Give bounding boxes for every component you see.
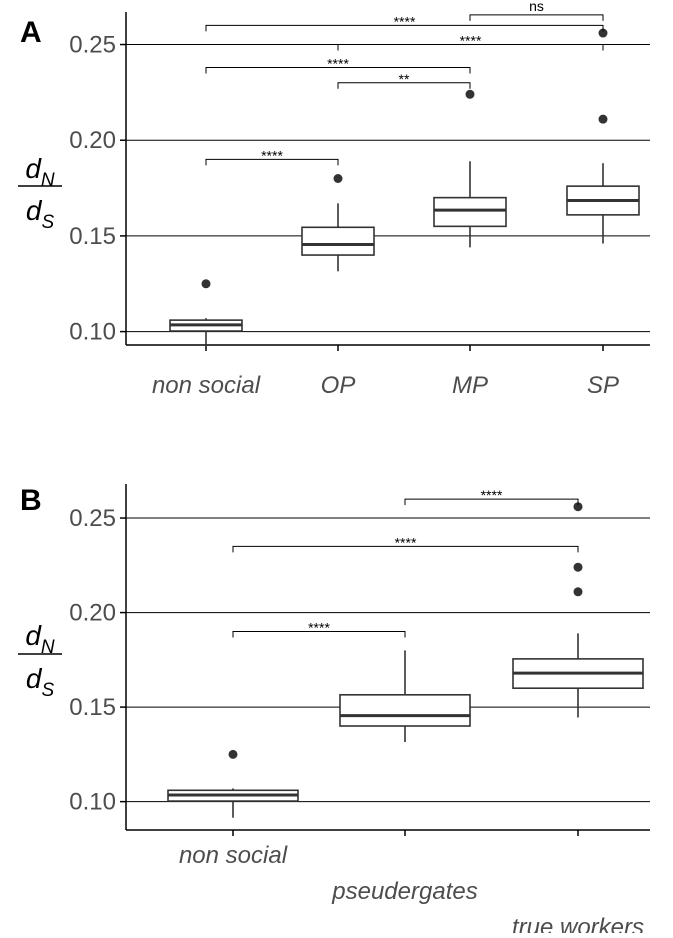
outlier-point — [573, 562, 583, 572]
panel-label: B — [20, 484, 42, 517]
y-tick-label: 0.20 — [69, 600, 116, 627]
box-iqr — [339, 694, 471, 727]
significance-bracket — [404, 498, 579, 506]
significance-bracket — [205, 67, 471, 74]
x-tick-label: true workers — [512, 914, 644, 933]
ylabel-numerator: dN — [25, 620, 55, 658]
outlier-point — [573, 587, 583, 597]
significance-label: **** — [327, 56, 349, 72]
box-iqr — [301, 226, 375, 256]
significance-bracket — [469, 14, 604, 21]
x-tick-label: non social — [179, 842, 288, 869]
outlier-point — [598, 28, 608, 38]
significance-bracket — [232, 545, 579, 553]
y-tick-label: 0.25 — [69, 32, 116, 59]
y-tick-label: 0.20 — [69, 127, 116, 154]
outlier-point — [465, 89, 475, 99]
outlier-point — [598, 114, 608, 124]
ylabel-num-subscript: N — [41, 637, 55, 658]
significance-bracket — [205, 158, 339, 166]
y-tick-label: 0.10 — [69, 789, 116, 816]
box-iqr — [433, 196, 507, 228]
ylabel-den-subscript: S — [41, 212, 54, 233]
y-tick-label: 0.15 — [69, 223, 116, 250]
x-tick-label: SP — [587, 372, 619, 399]
significance-label: **** — [308, 619, 330, 635]
significance-bracket — [232, 630, 406, 638]
ylabel-denominator: dS — [26, 195, 55, 233]
significance-label: **** — [481, 487, 503, 503]
outlier-point — [573, 502, 583, 512]
significance-label: **** — [460, 33, 482, 49]
panel-label: A — [20, 16, 42, 49]
outlier-point — [333, 174, 343, 183]
y-tick-label: 0.15 — [69, 694, 116, 721]
significance-label: ns — [529, 0, 544, 14]
ylabel-den-letter: d — [26, 663, 43, 694]
significance-label: **** — [261, 147, 283, 163]
ylabel-num-letter: d — [25, 620, 42, 651]
significance-bracket — [337, 44, 604, 51]
ylabel-den-subscript: S — [41, 680, 54, 701]
significance-bracket — [337, 82, 471, 89]
y-tick-label: 0.25 — [69, 505, 116, 532]
ylabel-num-letter: d — [25, 153, 42, 184]
x-tick-label: OP — [321, 372, 356, 399]
significance-label: **** — [394, 13, 416, 29]
x-tick-label: non social — [152, 372, 261, 399]
significance-label: **** — [395, 534, 417, 550]
y-tick-label: 0.10 — [69, 319, 116, 346]
significance-bracket — [205, 24, 604, 32]
x-tick-label: pseudergates — [331, 878, 477, 905]
outlier-point — [228, 749, 238, 759]
panel-b: 0.10 0.15 0.20 0.25 non social pseudergates tr… — [18, 484, 650, 938]
x-tick-label: MP — [452, 372, 488, 399]
outlier-point — [201, 279, 211, 289]
ylabel-den-letter: d — [26, 195, 43, 226]
ylabel-num-subscript: N — [41, 170, 55, 191]
significance-label: ** — [399, 71, 410, 87]
ylabel-denominator: dS — [26, 663, 55, 701]
